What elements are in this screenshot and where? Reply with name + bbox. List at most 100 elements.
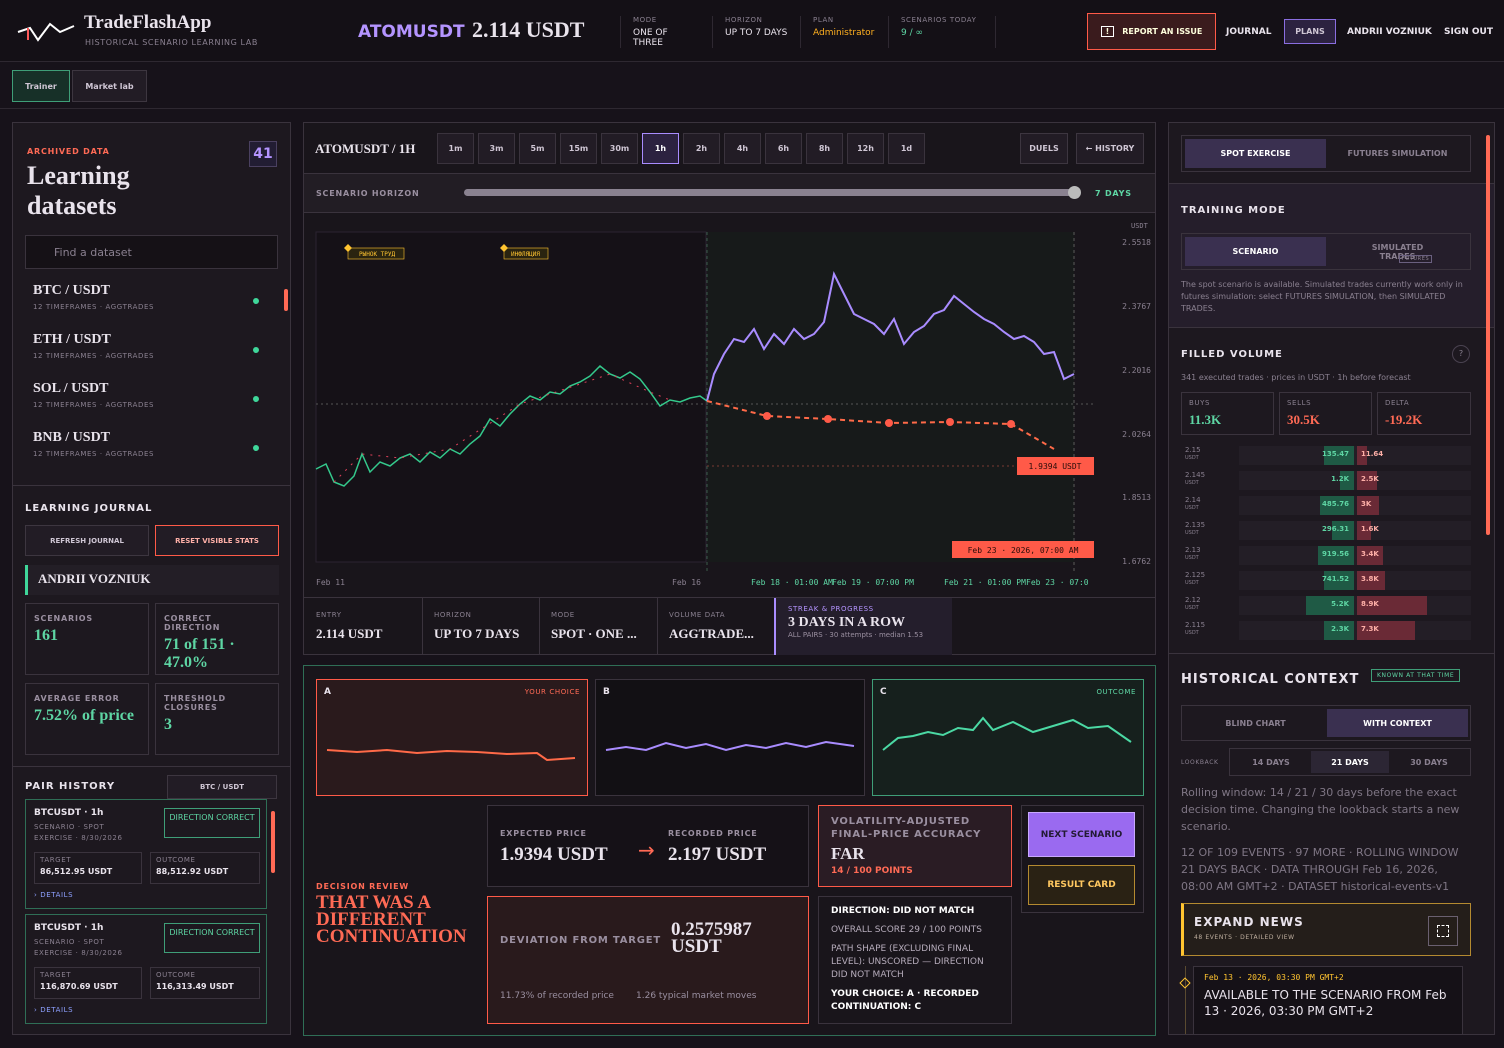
box xyxy=(1181,705,1471,741)
label[interactable]: WITH CONTEXT xyxy=(1327,709,1468,737)
horizon-slider[interactable] xyxy=(464,189,1076,196)
volume-row: 2.125 USDT 741.52 3.8K xyxy=(1181,569,1471,594)
label: FUTURES xyxy=(1399,255,1433,263)
box: SOL / USDT 12 TIMEFRAMES · AGGTRADES xyxy=(33,381,273,430)
tab[interactable]: Market lab xyxy=(72,70,147,102)
timeframe-button[interactable]: 4h xyxy=(724,133,761,164)
label[interactable]: RESULT CARD xyxy=(1028,865,1135,905)
label: PLAN xyxy=(813,16,834,24)
price-level: 2.13 USDT xyxy=(1185,546,1201,562)
volume-row: 2.15 USDT 135.47 11.64 xyxy=(1181,444,1471,469)
label[interactable]: DUELS xyxy=(1020,133,1068,164)
label[interactable]: BLIND CHART xyxy=(1225,718,1286,728)
box: BUYS 11.3K xyxy=(1181,392,1274,435)
label: MODE xyxy=(633,16,657,24)
timeframe-button[interactable]: 1d xyxy=(888,133,925,164)
label: ARCHIVED DATA xyxy=(27,147,110,156)
polyline xyxy=(882,716,1132,751)
label[interactable]: FUTURES SIMULATION xyxy=(1347,149,1448,158)
label: 1.9394 USDT xyxy=(1029,462,1082,471)
box: TARGET 116,870.69 USDT xyxy=(34,967,142,999)
label: 341 executed trades · prices in USDT · 1… xyxy=(1181,373,1411,382)
box: SCENARIOS TODAY 9 / ∞ xyxy=(888,16,996,48)
label: 88,512.92 USDT xyxy=(156,867,229,876)
box xyxy=(1229,748,1471,776)
timeframe-button[interactable]: 6h xyxy=(765,133,802,164)
label: THAT WAS A DIFFERENT CONTINUATION xyxy=(316,892,467,947)
nav-link[interactable]: ANDRII VOZNIUK xyxy=(1347,27,1432,37)
label: B xyxy=(603,687,610,697)
unit: USDT xyxy=(1185,505,1199,511)
unit: USDT xyxy=(1185,555,1199,561)
g xyxy=(763,412,1015,428)
label: 71 of 151 · 47.0% xyxy=(164,636,235,671)
label: TARGET xyxy=(40,856,72,864)
i xyxy=(253,396,259,402)
price-level: 2.15 USDT xyxy=(1185,446,1201,462)
label: SCENARIOS xyxy=(34,614,93,623)
box: DIRECTION: DID NOT MATCH OVERALL SCORE 2… xyxy=(818,896,1012,1024)
sell-value: 2.5K xyxy=(1361,475,1379,483)
label: 2.2016 xyxy=(1122,366,1151,375)
box xyxy=(13,485,290,486)
nav-link[interactable]: JOURNAL xyxy=(1226,27,1272,37)
timeframe-button[interactable]: 3m xyxy=(478,133,515,164)
news-item: Feb 13 · 2026, 03:30 PM GMT+2 AVAILABLE … xyxy=(1193,966,1463,1034)
label: VOLATILITY-ADJUSTED FINAL-PRICE ACCURACY xyxy=(831,816,982,840)
polyline xyxy=(706,270,1075,402)
timeframe-button[interactable]: 2h xyxy=(683,133,720,164)
label: Learning datasets xyxy=(27,161,130,220)
timeframe-button[interactable]: 12h xyxy=(847,133,884,164)
label[interactable]: RESET VISIBLE STATS xyxy=(155,525,279,556)
label: 1.9394 USDT xyxy=(500,844,608,865)
label: DIRECTION CORRECT xyxy=(164,923,260,953)
label: ATOMUSDT / 1H xyxy=(315,141,416,156)
box xyxy=(1428,916,1458,946)
label[interactable]: REFRESH JOURNAL xyxy=(25,525,149,556)
label: UP TO 7 DAYS xyxy=(725,28,788,38)
label[interactable]: 21 DAYS xyxy=(1311,751,1389,773)
label[interactable]: SPOT EXERCISE xyxy=(1185,139,1326,168)
timeframe-button[interactable]: 30m xyxy=(601,133,638,164)
report-button[interactable]: ! REPORT AN ISSUE xyxy=(1087,13,1216,50)
label: YOUR CHOICE: A · RECORDED CONTINUATION: … xyxy=(831,989,979,1012)
label[interactable]: NEXT SCENARIO xyxy=(1028,812,1135,857)
box xyxy=(1185,966,1186,1034)
label: HISTORICAL SCENARIO LEARNING LAB xyxy=(85,38,258,47)
news-expand[interactable]: EXPAND NEWS 48 EVENTS · DETAILED VIEW xyxy=(1181,903,1471,956)
unit: USDT xyxy=(1185,630,1199,636)
sell-bar xyxy=(1357,496,1379,515)
box: AVERAGE ERROR 7.52% of price xyxy=(25,683,149,755)
box xyxy=(1181,135,1471,172)
nav-link[interactable]: SIGN OUT xyxy=(1444,27,1493,37)
label[interactable]: SCENARIO xyxy=(1185,237,1326,266)
label: UP TO 7 DAYS xyxy=(434,626,520,641)
timeframe-button[interactable]: 15m xyxy=(560,133,597,164)
review-panel: A YOUR CHOICE B C OUTCOME DECISION REVIEW … xyxy=(303,665,1156,1036)
label[interactable]: 14 DAYS xyxy=(1252,757,1290,767)
label: C xyxy=(880,687,887,697)
timeframe-button[interactable]: 1m xyxy=(437,133,474,164)
label[interactable]: BTC / USDT xyxy=(167,775,277,799)
label: Feb 23 · 07:0 xyxy=(1026,578,1089,587)
box: THRESHOLD CLOSURES 3 xyxy=(155,683,279,755)
timeframe-button[interactable]: 5m xyxy=(519,133,556,164)
price-level: 2.14 USDT xyxy=(1185,496,1201,512)
tab[interactable]: Trainer xyxy=(12,70,70,102)
label: REPORT AN ISSUE xyxy=(1122,27,1203,36)
timeframe-button[interactable]: 1h xyxy=(642,133,679,164)
label: BTCUSDT · 1h xyxy=(34,808,104,818)
volume-row: 2.115 USDT 2.3K 7.3K xyxy=(1181,619,1471,644)
timeframe-button[interactable]: 8h xyxy=(806,133,843,164)
label[interactable]: 30 DAYS xyxy=(1410,757,1448,767)
label: ALL PAIRS · 30 attempts · median 1.53 xyxy=(788,631,924,639)
label: TARGET xyxy=(40,971,72,979)
box[interactable]: SIMULATED TRADES xyxy=(1327,237,1468,266)
nav-link[interactable]: PLANS xyxy=(1284,19,1336,44)
label: 14 / 100 POINTS xyxy=(831,866,913,876)
svg xyxy=(326,748,576,762)
label[interactable]: ← HISTORY xyxy=(1076,133,1144,164)
price: 2.145 xyxy=(1185,471,1206,479)
search[interactable]: Find a dataset xyxy=(25,235,278,269)
